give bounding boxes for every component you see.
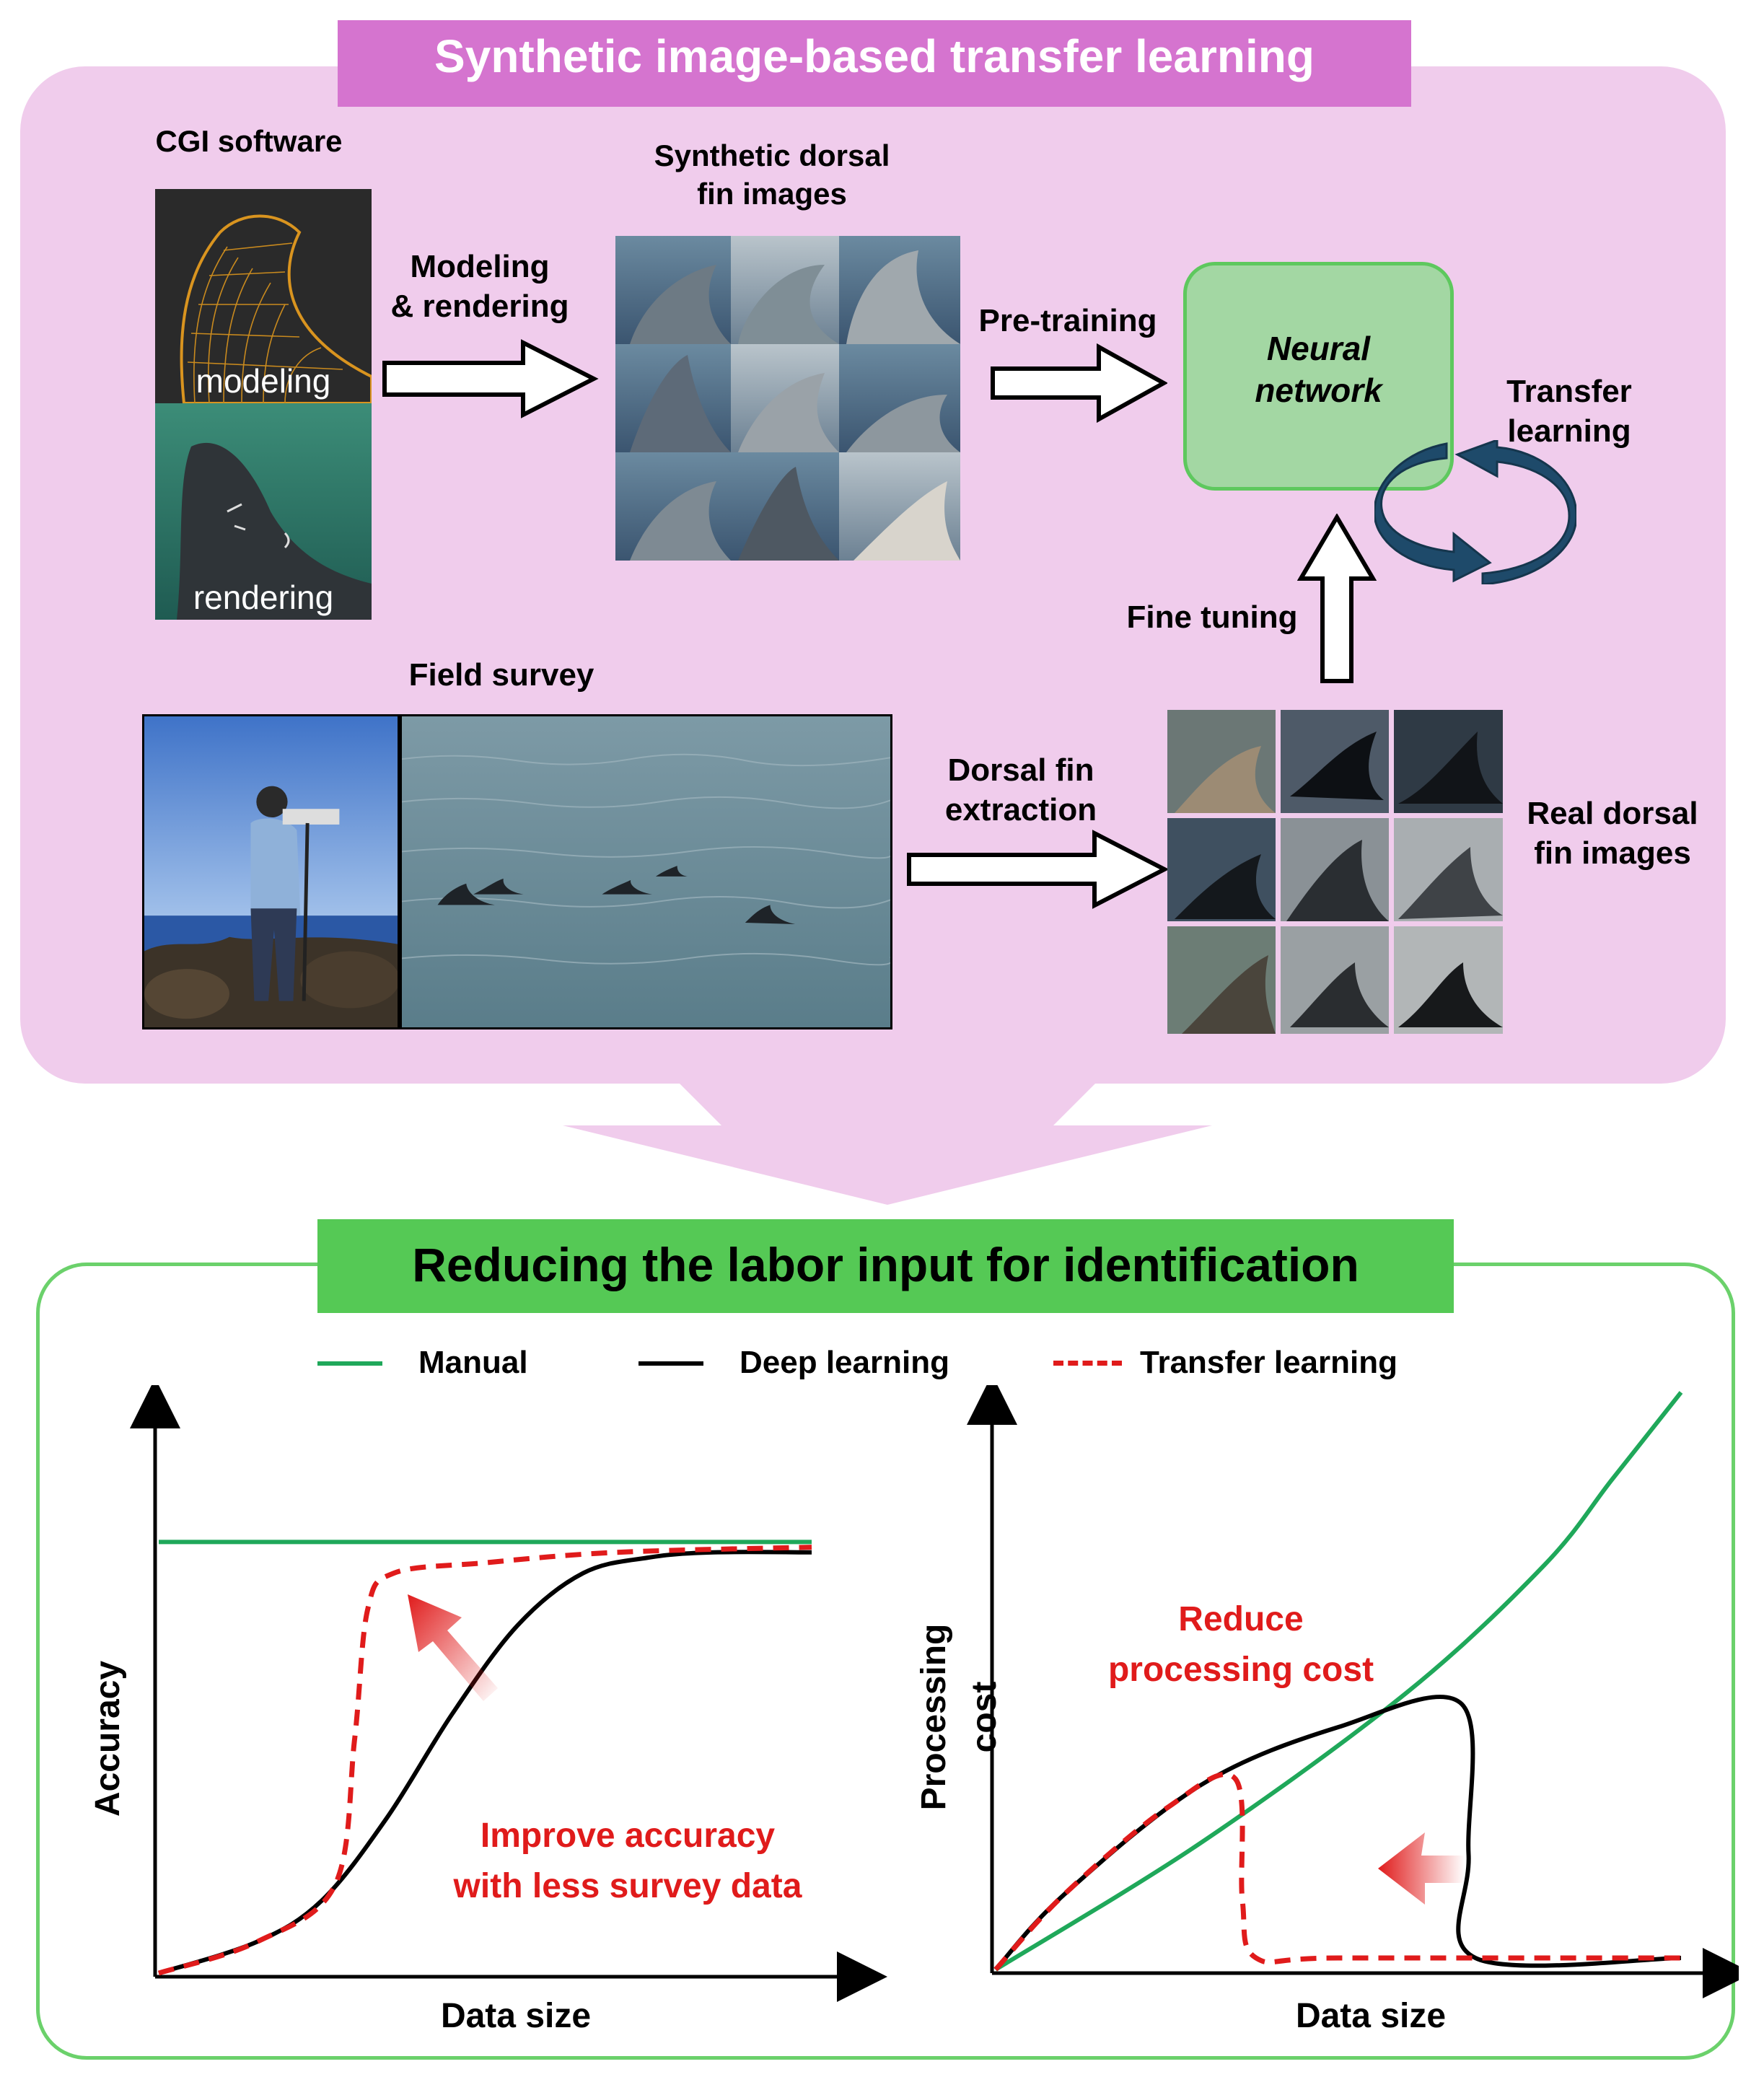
cost-reduce-arrow [1378, 1832, 1465, 1905]
top-panel-title-bar [338, 20, 1411, 107]
real-image-grid [1167, 710, 1503, 1034]
panel-connector-arrow [563, 1082, 1212, 1205]
processing-cost-chart: Processing cost Data size Reduce processin… [915, 1385, 1739, 2035]
cost-x-label: Data size [1296, 1997, 1446, 2035]
arrow-extraction [907, 830, 1168, 909]
modeling-rendering-label: Modeling & rendering [390, 249, 569, 324]
accuracy-annotation: Improve accuracy with less survey data [453, 1817, 802, 1905]
legend: Manual Deep learning Transfer learning [317, 1338, 1486, 1389]
photographer-image [142, 714, 400, 1029]
accuracy-x-label: Data size [441, 1997, 591, 2035]
bottom-panel-title: Reducing the labor input for identificat… [412, 1238, 1359, 1291]
synthetic-image-grid [615, 236, 960, 561]
field-survey-sea-image [400, 714, 892, 1029]
legend-deep-learning-label: Deep learning [740, 1345, 949, 1380]
neural-network-box [1183, 262, 1454, 491]
arrow-pretraining [991, 343, 1167, 423]
legend-manual-swatch [317, 1361, 382, 1366]
neural-network-label: Neural network [1255, 330, 1382, 409]
arrow-fine-tuning [1297, 514, 1377, 683]
cycle-arrows-icon [1374, 440, 1576, 584]
bottom-panel [36, 1263, 1735, 2060]
accuracy-y-label: Accuracy [89, 1661, 127, 1817]
top-panel-title: Synthetic image-based transfer learning [434, 30, 1315, 82]
extraction-label: Dorsal fin extraction [944, 752, 1097, 827]
modeling-caption: modeling [196, 362, 331, 400]
legend-manual-label: Manual [418, 1345, 528, 1380]
field-survey-label: Field survey [408, 657, 594, 693]
bottom-panel-title-bar [317, 1219, 1454, 1313]
series-deep-learning [158, 1550, 812, 1975]
series-transfer-learning [993, 1772, 1681, 1972]
fine-tuning-label: Fine tuning [1126, 600, 1298, 635]
transfer-learning-label: Transfer learning [1506, 374, 1632, 449]
cost-y-label: Processing cost [915, 1624, 1004, 1811]
series-deep-learning [993, 1695, 1682, 1972]
legend-transfer-learning-swatch [1053, 1361, 1122, 1366]
modeling-image: modeling [155, 189, 372, 403]
rendering-caption: rendering [193, 579, 334, 616]
series-transfer-learning [157, 1545, 812, 1976]
cgi-software-label: CGI software [155, 124, 343, 158]
rendering-image: rendering [155, 403, 372, 620]
series-manual [994, 1391, 1683, 1972]
arrow-modeling [382, 339, 599, 418]
accuracy-improve-arrow [408, 1594, 498, 1701]
pretraining-label: Pre-training [978, 303, 1157, 338]
legend-deep-learning-swatch [639, 1361, 703, 1366]
legend-transfer-learning-label: Transfer learning [1140, 1345, 1398, 1380]
cost-annotation: Reduce processing cost [1108, 1600, 1374, 1689]
real-images-label: Real dorsal fin images [1527, 796, 1698, 871]
accuracy-chart: Accuracy Data size Improve accuracy with … [89, 1385, 887, 2035]
synthetic-images-label: Synthetic dorsal fin images [654, 139, 890, 211]
